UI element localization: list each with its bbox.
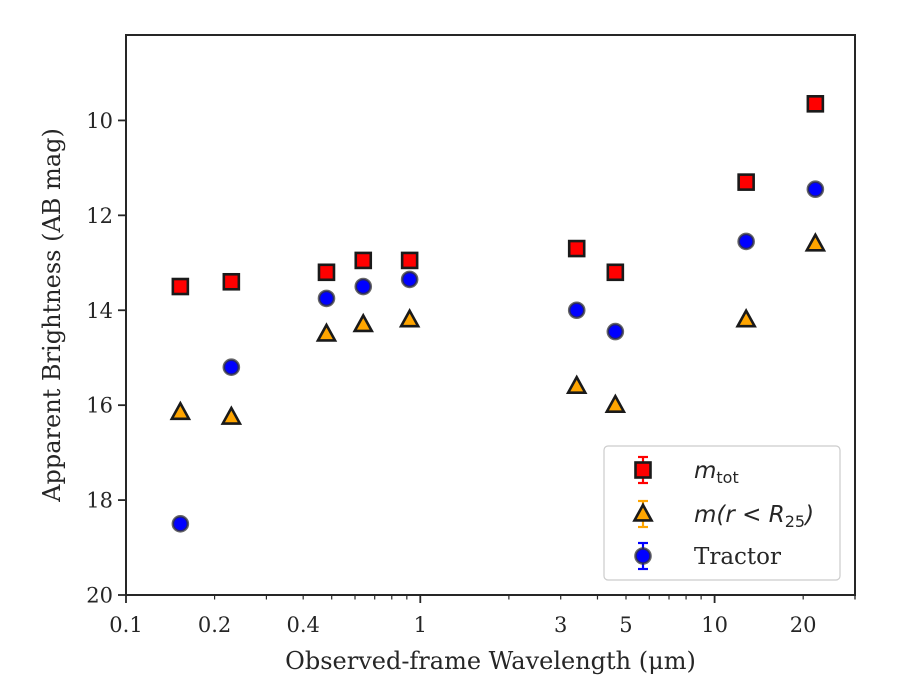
data-point xyxy=(806,95,825,113)
data-point xyxy=(567,239,586,258)
legend-label: Tractor xyxy=(694,544,781,570)
series-square xyxy=(171,95,825,296)
y-axis: 10 12 14 16 18 20 xyxy=(86,109,126,608)
x-tick-label: 1 xyxy=(414,613,427,637)
legend-box xyxy=(603,445,841,581)
data-point xyxy=(354,277,373,296)
y-tick-label: 18 xyxy=(86,489,113,513)
y-tick-label: 16 xyxy=(86,394,113,418)
series-circle xyxy=(171,180,825,533)
data-point xyxy=(354,251,373,270)
data-point xyxy=(169,400,192,421)
x-tick-label: 20 xyxy=(790,613,817,637)
y-axis-label: Apparent Brightness (AB mag) xyxy=(38,128,66,503)
data-point xyxy=(317,289,336,308)
y-tick-label: 20 xyxy=(86,584,113,608)
data-markers xyxy=(169,95,827,533)
data-point xyxy=(315,322,338,342)
data-point xyxy=(400,270,419,289)
data-point xyxy=(737,173,755,191)
plot-area xyxy=(125,34,856,596)
data-point xyxy=(171,277,190,296)
data-point xyxy=(804,232,827,252)
x-tick-label: 5 xyxy=(619,613,632,637)
legend-marker xyxy=(632,502,654,522)
x-tick-label: 0.4 xyxy=(286,613,319,637)
data-point xyxy=(352,312,375,333)
legend-marker xyxy=(634,461,652,479)
x-tick-label: 0.2 xyxy=(198,613,231,637)
legend-marker xyxy=(634,547,652,565)
x-tick-label: 0.1 xyxy=(109,613,142,637)
data-point xyxy=(171,515,190,533)
legend-label: m(r < R25) xyxy=(694,502,814,531)
data-point xyxy=(398,308,421,328)
data-point xyxy=(735,308,757,328)
x-axis: 0.1 0.2 0.4 1 3 5 10 20 xyxy=(109,595,856,637)
data-point xyxy=(606,263,625,282)
axes-frame xyxy=(125,34,856,596)
data-point xyxy=(604,393,627,413)
series-triangle xyxy=(169,232,827,425)
legend: mtot m(r < R25) Tractor xyxy=(603,445,841,581)
x-tick-label: 10 xyxy=(701,613,728,637)
x-tick-label: 3 xyxy=(554,613,567,637)
data-point xyxy=(222,272,241,291)
data-point xyxy=(400,251,419,270)
data-point xyxy=(606,322,625,341)
y-tick-label: 12 xyxy=(86,204,113,228)
data-point xyxy=(806,180,825,199)
data-point xyxy=(220,405,243,425)
y-tick-label: 14 xyxy=(86,299,113,323)
data-point xyxy=(737,232,755,251)
y-tick-label: 10 xyxy=(86,109,113,133)
data-point xyxy=(317,263,336,282)
x-axis-label: Observed-frame Wavelength (μm) xyxy=(285,647,696,675)
data-point xyxy=(222,358,241,377)
data-point xyxy=(567,301,586,320)
legend-label: mtot xyxy=(694,458,739,487)
data-point xyxy=(565,374,588,394)
